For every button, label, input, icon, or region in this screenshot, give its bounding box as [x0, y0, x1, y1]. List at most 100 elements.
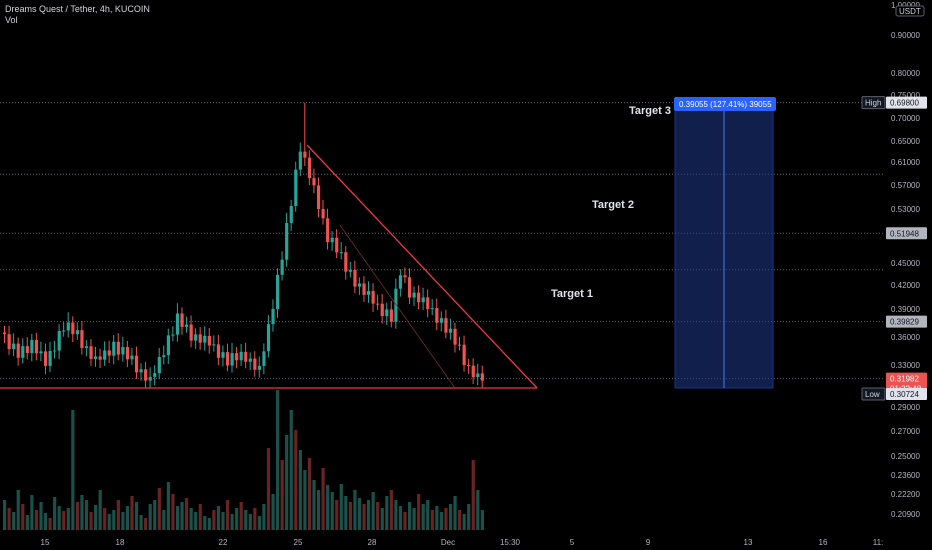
- time-tick-label: 28: [368, 538, 377, 547]
- candle: [280, 251, 284, 281]
- candle-body: [89, 346, 93, 359]
- volume-bar: [207, 518, 211, 530]
- candle: [385, 302, 389, 325]
- candle: [185, 316, 189, 333]
- candle: [116, 333, 120, 361]
- volume-bar: [103, 508, 107, 530]
- volume-bar: [357, 498, 362, 530]
- volume-bar: [321, 468, 325, 530]
- price-tick-label: 0.70000: [891, 114, 920, 123]
- candle-body: [353, 269, 357, 287]
- volume-bar: [326, 485, 330, 530]
- candle: [194, 328, 198, 349]
- candle: [221, 345, 225, 367]
- volume-bar: [444, 508, 448, 530]
- price-tick-label: 0.45000: [891, 259, 920, 268]
- candle-body: [276, 274, 280, 310]
- candle: [248, 352, 252, 371]
- candle-body: [212, 344, 216, 346]
- time-tick-label: 25: [294, 538, 303, 547]
- candle-body: [389, 309, 393, 322]
- candle: [371, 283, 375, 312]
- target-label: Target 1: [551, 288, 593, 300]
- candle: [353, 260, 357, 294]
- candle: [107, 340, 111, 364]
- candle-body: [435, 308, 439, 323]
- inner-trendline: [339, 225, 456, 389]
- high-price-tag-text: 0.69800: [890, 99, 919, 108]
- candle: [285, 212, 289, 267]
- candle-body: [48, 350, 52, 366]
- candle-body: [444, 318, 448, 333]
- candle-body: [398, 275, 403, 289]
- candle: [112, 335, 116, 365]
- volume-bar: [257, 516, 261, 530]
- candle-body: [316, 185, 321, 209]
- candle: [125, 340, 130, 368]
- volume-bar: [448, 504, 453, 530]
- time-tick-label: 9: [646, 538, 651, 547]
- projection-label-bg: [674, 97, 776, 111]
- price-tick-label: 0.33000: [891, 361, 920, 370]
- candle: [148, 367, 152, 388]
- price-tick-label: 0.53000: [891, 205, 920, 214]
- volume-bar: [312, 480, 316, 530]
- candle: [3, 325, 7, 344]
- volume-bar: [244, 510, 248, 530]
- candle: [335, 229, 339, 259]
- candle-body: [130, 355, 134, 360]
- candle: [435, 298, 439, 331]
- time-tick-label: Dec: [441, 538, 455, 547]
- candle-body: [462, 344, 466, 366]
- candle: [103, 341, 107, 366]
- candle-body: [467, 365, 471, 367]
- volume-bar: [248, 514, 252, 530]
- volume-bar: [30, 495, 34, 530]
- price-tick-label: 0.36000: [891, 333, 920, 342]
- volume-bar: [203, 516, 207, 530]
- candle: [458, 336, 462, 351]
- marker-price-tag: 0.51948: [886, 227, 927, 240]
- volume-tick-label: 0.22200: [891, 490, 920, 499]
- volume-bar: [398, 506, 403, 530]
- volume-bar: [175, 506, 180, 530]
- candle: [462, 335, 466, 372]
- volume-bar: [467, 504, 471, 530]
- candle: [289, 199, 293, 231]
- volume-bars: [3, 390, 484, 530]
- candle-body: [266, 324, 271, 352]
- high-price-tag-bg: [886, 96, 927, 109]
- candle-body: [21, 346, 25, 358]
- candle: [316, 177, 321, 218]
- candle-body: [335, 237, 339, 253]
- candle-body: [107, 350, 111, 356]
- volume-bar: [253, 508, 257, 530]
- volume-bar: [139, 515, 143, 530]
- candle: [439, 311, 443, 332]
- candle: [139, 363, 143, 381]
- candle-body: [403, 275, 407, 278]
- volume-bar: [71, 410, 75, 530]
- candle-body: [84, 346, 89, 349]
- candle-body: [116, 341, 120, 355]
- candle-body: [357, 283, 362, 287]
- candle: [153, 365, 157, 386]
- volume-bar: [57, 506, 61, 530]
- chart-header: Dreams Quest / Tether, 4h, KUCOIN Vol: [5, 4, 150, 26]
- volume-bar: [476, 490, 480, 530]
- volume-bar: [480, 510, 484, 530]
- candle: [367, 281, 371, 303]
- descending-trendline: [306, 144, 538, 389]
- candle: [244, 342, 248, 369]
- target-label: Target 2: [592, 199, 634, 211]
- candle-body: [225, 352, 230, 366]
- volume-bar: [130, 496, 134, 530]
- candle-body: [262, 351, 266, 366]
- volume-bar: [394, 500, 398, 530]
- candle-body: [221, 352, 225, 358]
- volume-bar: [458, 510, 462, 530]
- target-label: Target 3: [629, 105, 671, 117]
- volume-bar: [84, 500, 89, 530]
- candle: [417, 285, 421, 310]
